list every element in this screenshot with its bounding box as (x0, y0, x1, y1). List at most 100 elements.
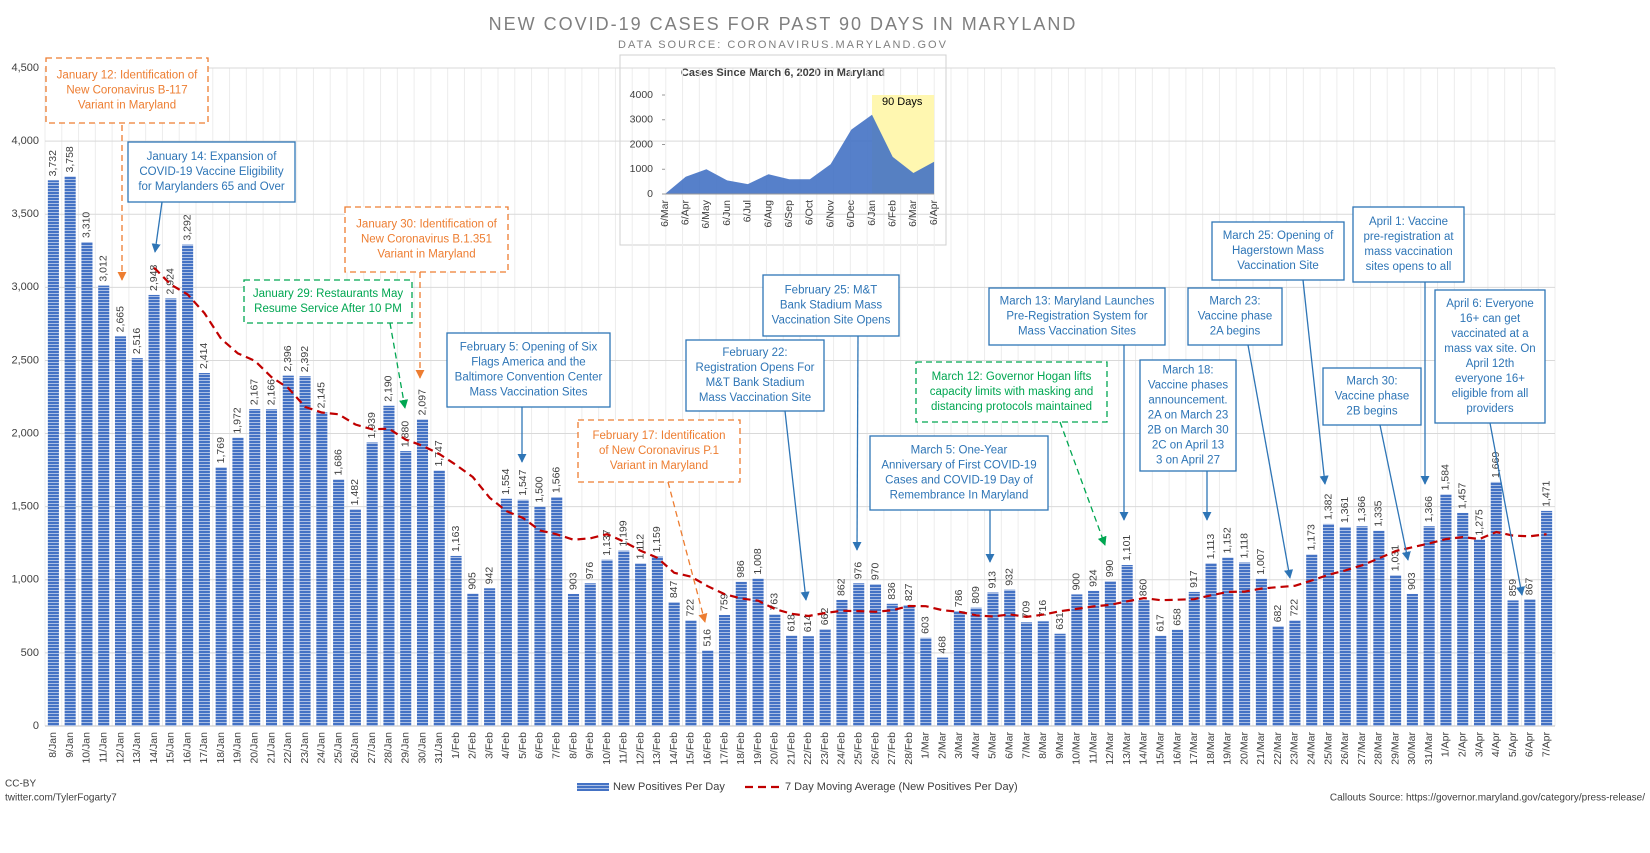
callout-box (1187, 287, 1283, 346)
value-label: 2,145 (316, 382, 328, 408)
x-tick-label: 23/Feb (819, 732, 831, 765)
bar (1138, 600, 1150, 726)
x-tick-label: 5/Feb (517, 732, 529, 759)
callout-text: distancing protocols maintained (931, 401, 1092, 413)
value-label: 809 (970, 586, 982, 604)
bar (282, 375, 294, 726)
value-label: 3,012 (98, 255, 110, 281)
x-tick-label: 4/Apr (1490, 732, 1502, 758)
bar (1406, 593, 1418, 726)
x-tick-label: 30/Mar (1406, 732, 1418, 765)
bar (114, 336, 127, 726)
value-label: 1,112 (634, 534, 646, 560)
value-label: 990 (1104, 560, 1116, 578)
callout-text: 2A on March 23 (1148, 410, 1229, 422)
value-label: 1,361 (1339, 497, 1351, 523)
x-tick-label: 25/Mar (1322, 732, 1334, 765)
value-label: 1,031 (1389, 545, 1401, 571)
x-tick-label: 29/Mar (1389, 732, 1401, 765)
bar (567, 593, 580, 726)
x-tick-label: 3/Apr (1473, 732, 1485, 758)
bar (903, 605, 915, 726)
x-tick-label: 20/Mar (1238, 732, 1250, 765)
value-label: 468 (936, 636, 948, 654)
y-tick-label: 2,000 (11, 427, 39, 439)
bar (853, 583, 865, 726)
inset-y-tick-label: 3000 (630, 114, 654, 126)
value-label: 1,769 (215, 437, 227, 463)
value-label: 917 (1188, 570, 1200, 588)
callout-text: Variant in Maryland (610, 460, 708, 472)
x-tick-label: 9/Jan (64, 732, 76, 758)
credit: twitter.com/TylerFogarty7 (5, 793, 117, 804)
bar (1020, 622, 1033, 726)
inset-x-tick-label: 6/Aug (762, 200, 774, 228)
x-tick-label: 2/Mar (936, 732, 948, 759)
callout-box (45, 57, 209, 124)
y-tick-label: 1,500 (11, 501, 39, 513)
callout-text: March 25: Opening of (1223, 230, 1334, 242)
bar (47, 180, 59, 727)
bar (1490, 481, 1502, 726)
x-tick-label: 16/Mar (1171, 732, 1183, 765)
callout-text: of New Coronavirus P.1 (599, 445, 719, 457)
x-tick-label: 1/Apr (1440, 732, 1452, 758)
bar (1440, 494, 1452, 726)
value-label: 2,392 (299, 346, 311, 372)
x-tick-label: 27/Feb (886, 732, 898, 765)
x-tick-label: 14/Jan (148, 732, 160, 764)
callout-arrow (667, 481, 708, 623)
x-tick-label: 1/Feb (450, 732, 462, 759)
value-label: 1,366 (1423, 496, 1435, 522)
x-tick-label: 22/Jan (282, 732, 294, 764)
callout-text: announcement. (1148, 395, 1227, 407)
x-tick-label: 14/Feb (668, 732, 680, 765)
y-tick-label: 500 (21, 647, 39, 659)
callout-text: January 12: Identification of (57, 70, 198, 82)
bar (1088, 590, 1100, 726)
x-tick-label: 21/Jan (265, 732, 277, 764)
bar (1356, 526, 1368, 726)
bar (98, 285, 110, 726)
bar (1272, 626, 1284, 726)
value-label: 516 (702, 629, 714, 647)
moving-average-line (153, 266, 1547, 619)
bar (249, 409, 261, 726)
callout-box (1322, 367, 1422, 426)
callout-box (127, 141, 296, 203)
callout-text: Variant in Maryland (78, 100, 176, 112)
x-tick-label: 22/Mar (1272, 732, 1284, 765)
value-label: 1,113 (1205, 534, 1217, 560)
value-label: 1,159 (651, 526, 663, 552)
legend-swatch (577, 783, 609, 791)
value-label: 1,457 (1457, 483, 1469, 509)
callout-box (446, 332, 611, 408)
value-label: 1,008 (752, 548, 764, 574)
bar (836, 599, 848, 726)
value-label: 1,382 (1322, 493, 1334, 519)
callout-text: April 1: Vaccine (1369, 216, 1448, 228)
inset-y-tick-label: 2000 (630, 138, 654, 150)
bar (1104, 581, 1116, 726)
callout-text: February 25: M&T (785, 285, 878, 297)
value-label: 1,152 (1222, 527, 1234, 553)
value-label: 827 (903, 583, 915, 601)
x-tick-label: 19/Jan (232, 732, 244, 764)
y-tick-label: 3,500 (11, 208, 39, 220)
bar (651, 556, 663, 726)
bar (366, 442, 378, 726)
bar (148, 294, 160, 726)
callout-text: Vaccine phase (1198, 311, 1273, 323)
credit: CC-BY (5, 779, 36, 790)
value-label: 1,471 (1540, 480, 1552, 506)
inset-x-tick-label: 6/Mar (659, 200, 671, 227)
callout-text: April 12th (1466, 358, 1515, 370)
callout-text: mass vax site. On (1444, 343, 1535, 355)
callout-text: February 5: Opening of Six (460, 342, 598, 354)
x-tick-label: 15/Jan (165, 732, 177, 764)
callout-text: everyone 16+ (1455, 373, 1525, 385)
callout-box (1211, 221, 1345, 281)
callout-arrow (389, 322, 409, 409)
value-label: 1,584 (1440, 464, 1452, 490)
bar (1289, 620, 1301, 726)
